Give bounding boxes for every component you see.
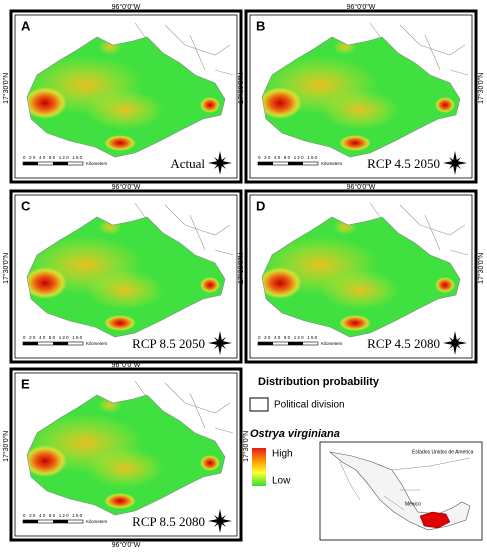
side-coordinate: 17°30'0"N — [237, 73, 245, 104]
top-coordinate: 96°0'0"W — [347, 3, 376, 11]
scenario-label: Actual — [170, 156, 205, 171]
legend-low: Low — [272, 476, 291, 487]
scale-unit: Kilometers — [86, 161, 108, 166]
scale-labels: 0 20 40 80 120 160 — [23, 513, 83, 518]
right-coordinate: 17°30'0"N — [242, 431, 250, 462]
side-coordinate: 17°30'0"N — [237, 253, 245, 284]
scenario-label: RCP 8.5 2080 — [132, 514, 205, 529]
scale-labels: 0 20 40 80 120 160 — [23, 155, 83, 160]
panel-letter: E — [21, 376, 30, 391]
legend-species: Ostrya virginiana — [250, 428, 340, 440]
scale-unit: Kilometers — [86, 341, 108, 346]
top-coordinate: 96°0'0"W — [112, 183, 141, 191]
map-panel: B RCP 4.5 2050 0 20 40 80 120 160Kilometer… — [237, 3, 485, 184]
map-panel: D RCP 4.5 2080 0 20 40 80 120 160Kilometer… — [237, 183, 485, 364]
side-coordinate: 17°30'0"N — [2, 431, 10, 462]
legend-gradient — [252, 448, 266, 486]
legend-high: High — [272, 449, 293, 460]
top-coordinate: 96°0'0"W — [112, 361, 141, 369]
panel-neatline — [14, 372, 238, 537]
right-coordinate: 17°30'0"N — [477, 253, 485, 284]
top-coordinate: 96°0'0"W — [112, 3, 141, 11]
panel-letter: B — [256, 18, 265, 33]
panel-neatline — [14, 194, 238, 359]
side-coordinate: 17°30'0"N — [2, 253, 10, 284]
right-coordinate: 17°30'0"N — [477, 73, 485, 104]
legend-title: Distribution probability — [258, 376, 380, 388]
scale-labels: 0 20 40 80 120 160 — [23, 335, 83, 340]
inset-map: Estados Unidos de America México — [319, 441, 483, 541]
scenario-label: RCP 4.5 2080 — [367, 336, 440, 351]
inset-country: Estados Unidos de America — [412, 449, 474, 455]
scale-unit: Kilometers — [321, 341, 343, 346]
scenario-label: RCP 8.5 2050 — [132, 336, 205, 351]
panel-neatline — [249, 14, 473, 179]
bottom-coordinate: 96°0'0"W — [112, 541, 141, 549]
panel-letter: D — [256, 198, 265, 213]
legend-political: Political division — [274, 400, 345, 411]
panel-neatline — [249, 194, 473, 359]
map-panel: C RCP 8.5 2050 0 20 40 80 120 160Kilometer… — [2, 183, 243, 364]
top-coordinate: 96°0'0"W — [347, 183, 376, 191]
scale-labels: 0 20 40 80 120 160 — [258, 335, 318, 340]
panel-letter: A — [21, 18, 31, 33]
scale-unit: Kilometers — [321, 161, 343, 166]
inset-mexico: México — [405, 501, 421, 507]
scale-unit: Kilometers — [86, 519, 108, 524]
scenario-label: RCP 4.5 2050 — [367, 156, 440, 171]
panel-neatline — [14, 14, 238, 179]
map-panel: E RCP 8.5 2080 0 20 40 80 120 160Kilometer… — [2, 361, 250, 549]
legend-swatch — [249, 397, 269, 412]
side-coordinate: 17°30'0"N — [2, 73, 10, 104]
panel-letter: C — [21, 198, 31, 213]
scale-labels: 0 20 40 80 120 160 — [258, 155, 318, 160]
